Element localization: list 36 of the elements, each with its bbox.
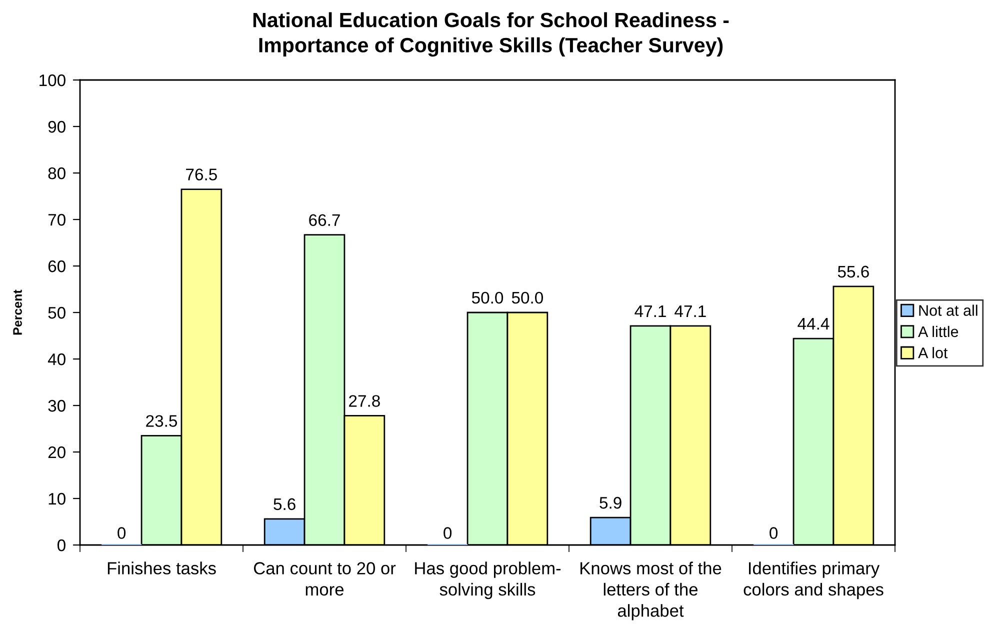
- legend-label: A lot: [918, 347, 948, 358]
- y-tick-label: 70: [48, 214, 66, 226]
- legend-label: A little: [918, 326, 958, 338]
- data-label: 66.7: [309, 214, 340, 226]
- y-tick-label: 100: [40, 74, 66, 86]
- data-label: 50.0: [472, 292, 504, 304]
- y-axis-title: Percent: [13, 290, 22, 335]
- data-label: 23.5: [146, 415, 178, 427]
- data-label: 0: [444, 527, 452, 539]
- data-label: 5.6: [274, 498, 296, 510]
- data-label: 76.5: [186, 168, 217, 180]
- y-tick-label: 90: [48, 120, 66, 133]
- x-tick-label: Finishes tasks: [108, 562, 216, 574]
- data-label: 47.1: [634, 306, 666, 317]
- y-tick-label: 60: [48, 260, 66, 272]
- data-label: 27.8: [349, 395, 380, 407]
- y-tick-label: 40: [48, 353, 66, 366]
- y-tick-label: 30: [48, 400, 66, 412]
- y-tick-label: 10: [48, 492, 66, 505]
- data-label: 5.9: [600, 496, 622, 509]
- data-label: 55.6: [838, 266, 869, 278]
- data-label: 0: [770, 527, 778, 539]
- x-tick-label: Knows most of the letters of the alphabet: [580, 562, 722, 620]
- y-tick-label: 0: [57, 539, 66, 552]
- y-tick-label: 80: [48, 167, 66, 180]
- x-tick-label: Has good problem- solving skills: [415, 562, 561, 600]
- x-tick-label: Can count to 20 or more: [254, 562, 396, 596]
- y-tick-label: 50: [48, 306, 66, 319]
- data-label: 47.1: [674, 306, 706, 317]
- data-label: 44.4: [798, 318, 830, 330]
- x-tick-label: Identifies primary colors and shapes: [744, 562, 884, 600]
- y-tick-label: 20: [48, 446, 66, 458]
- data-label: 0: [118, 527, 126, 539]
- legend-label: Not at all: [919, 304, 978, 316]
- data-label: 50.0: [512, 292, 544, 304]
- chart-title: National Education Goals for School Readiness - Importance of Cognitive Skills (Teacher Survey): [253, 12, 729, 57]
